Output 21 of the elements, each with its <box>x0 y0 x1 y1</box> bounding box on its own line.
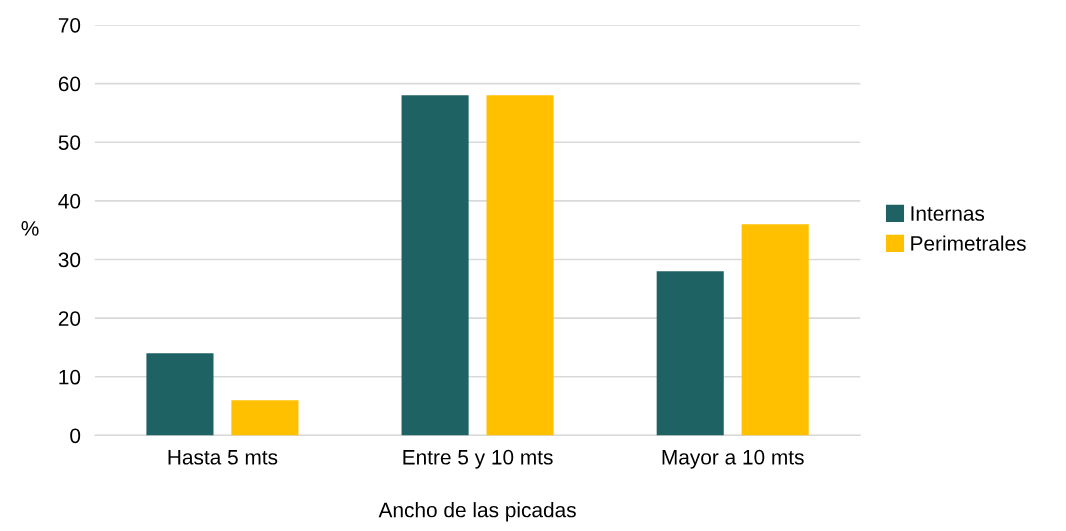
y-tick-label: 20 <box>58 311 81 326</box>
bar <box>741 224 809 436</box>
y-tick-label: 10 <box>59 369 81 385</box>
x-tick-label: Entre 5 y 10 mts <box>403 449 553 469</box>
bar <box>231 400 299 436</box>
y-tick-label: 60 <box>58 76 81 92</box>
y-tick-label: 30 <box>58 252 81 268</box>
y-tick-label: 40 <box>58 193 81 209</box>
legend-label: Perimetrales <box>911 235 1026 251</box>
bar <box>656 271 724 436</box>
bar <box>146 353 214 436</box>
bar <box>486 95 554 436</box>
y-tick-label: 50 <box>58 135 81 150</box>
x-tick-label: Mayor a 10 mts <box>662 449 804 469</box>
y-axis-title: % <box>21 221 39 236</box>
legend-label: Internas <box>911 206 985 221</box>
y-tick-label: 70 <box>58 17 81 33</box>
y-tick-label: 0 <box>70 428 81 444</box>
x-axis-title: Ancho de las picadas <box>378 502 576 522</box>
bar <box>401 95 469 436</box>
x-tick-label: Hasta 5 mts <box>168 450 278 465</box>
